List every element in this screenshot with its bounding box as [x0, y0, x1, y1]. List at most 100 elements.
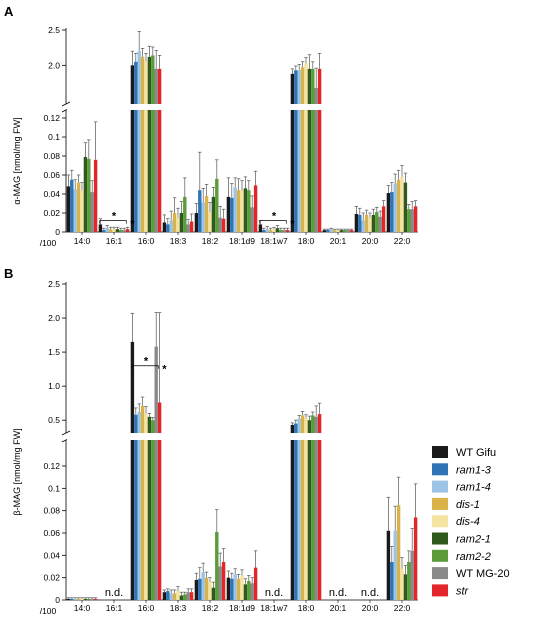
bar: [189, 221, 194, 232]
bar: [297, 418, 301, 433]
bar-segment-lower: [307, 466, 312, 600]
legend-label: WT Gifu: [456, 447, 496, 459]
y-tick-label-lower: 0.06: [43, 170, 60, 180]
y-tick-label-lower: 0.1: [48, 483, 60, 493]
bar: [130, 65, 135, 104]
legend-label: ram1-3: [456, 464, 492, 476]
bar: [307, 420, 312, 433]
bar: [285, 230, 290, 232]
bar-segment-gap-lower: [290, 440, 295, 466]
bar: [198, 578, 202, 600]
bar-segment-lower: [304, 118, 308, 232]
bar: [410, 550, 414, 600]
bar: [253, 567, 258, 600]
bar-segment-gap-lower: [300, 440, 305, 466]
bar: [162, 592, 167, 600]
bar-segment-lower: [294, 466, 298, 600]
bar: [80, 598, 84, 600]
bar: [332, 230, 337, 232]
bar: [198, 190, 202, 232]
bar: [290, 73, 295, 104]
bar: [346, 230, 350, 232]
bar: [307, 68, 312, 104]
bar: [294, 423, 298, 433]
bar-segment-gap-lower: [307, 110, 312, 118]
bar: [215, 531, 219, 600]
bar: [236, 578, 241, 600]
y-tick-label-upper: 2.5: [48, 25, 60, 35]
x-tick-label: 18:2: [202, 236, 219, 246]
bar: [83, 156, 88, 232]
legend-label: ram2-1: [456, 534, 491, 546]
bar-segment-lower: [140, 466, 145, 600]
y-tick-label-lower: 0.06: [43, 528, 60, 538]
y-tick-label-lower: 0.08: [43, 151, 60, 161]
bar-segment-lower: [130, 118, 135, 232]
y-tick-label-upper: 1.0: [48, 381, 60, 391]
bar-segment-gap-lower: [314, 110, 318, 118]
bar: [87, 598, 91, 600]
bar: [262, 230, 266, 232]
legend-swatch: [432, 532, 448, 545]
bar: [304, 63, 308, 104]
bar: [253, 185, 258, 232]
y-tick-label-upper: 1.5: [48, 347, 60, 357]
bar: [102, 230, 106, 232]
bar-segment-gap-lower: [307, 440, 312, 466]
axis-break-band: [67, 104, 419, 110]
x-tick-label: 22:0: [394, 236, 411, 246]
bar-segment-lower: [147, 466, 152, 600]
x-tick-label: 20:1: [330, 236, 347, 246]
bar: [236, 190, 241, 232]
bar-segment-lower: [140, 118, 145, 232]
legend-label: WT MG-20: [456, 568, 510, 580]
y-tick-label-upper: 2.0: [48, 313, 60, 323]
bar: [176, 591, 180, 600]
bar: [137, 412, 141, 433]
bar: [349, 230, 354, 232]
bar-segment-lower: [300, 466, 305, 600]
bar: [137, 51, 141, 104]
x-tick-label: 18:0: [298, 236, 315, 246]
bar-segment-lower: [307, 118, 312, 232]
bar: [314, 416, 318, 433]
x-tick-label: 18:1d9: [229, 236, 255, 246]
bar-segment-lower: [314, 466, 318, 600]
bar: [364, 214, 369, 232]
bar: [258, 224, 263, 232]
bar: [403, 182, 408, 232]
bar-segment-gap-lower: [147, 440, 152, 466]
bar: [172, 593, 177, 600]
bar: [282, 230, 286, 232]
x-tick-label: 18:1w7: [260, 603, 288, 613]
bar: [250, 207, 254, 232]
bar: [361, 220, 365, 232]
bar: [211, 587, 216, 600]
bar: [90, 598, 94, 600]
significance-star: *: [290, 219, 295, 231]
bar: [339, 230, 344, 232]
bar: [243, 188, 248, 232]
bar: [400, 568, 404, 600]
bar: [189, 592, 194, 600]
x-tick-label: 20:1: [330, 603, 347, 613]
legend-swatch: [432, 549, 448, 562]
bar: [151, 55, 155, 104]
significance-star: *: [112, 211, 117, 223]
x-tick-label: 16:0: [138, 603, 155, 613]
y-tick-label-lower: 0.04: [43, 189, 60, 199]
x-tick-label: 18:0: [298, 603, 315, 613]
bar: [144, 413, 148, 433]
bar-segment-gap-lower: [157, 440, 162, 466]
bar-segment-lower: [137, 466, 141, 600]
bar: [147, 56, 152, 104]
bar: [169, 220, 173, 232]
legend-swatch: [432, 584, 448, 597]
bar: [407, 562, 411, 600]
bar-segment-lower: [137, 118, 141, 232]
bar: [157, 402, 162, 433]
bar: [378, 216, 382, 232]
bar: [381, 206, 386, 232]
bar: [201, 202, 205, 232]
